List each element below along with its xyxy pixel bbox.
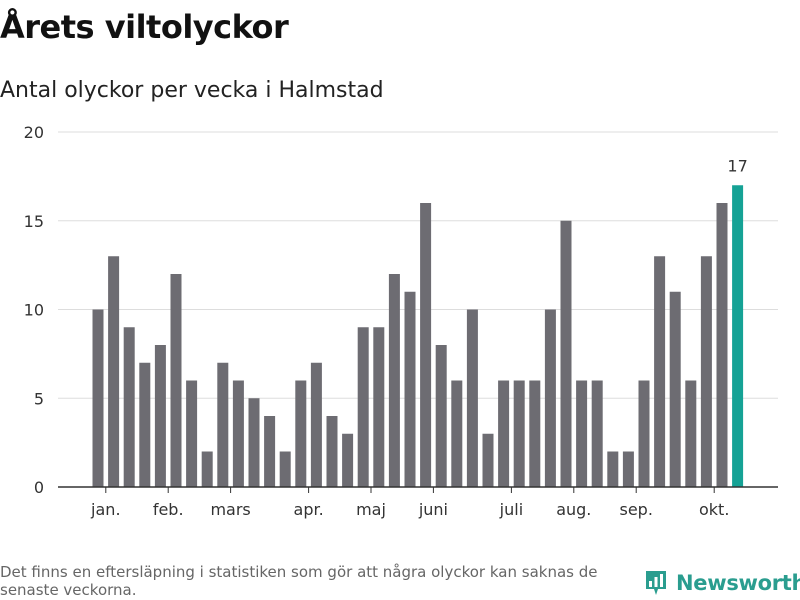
bar [700,256,712,487]
bar [139,362,151,487]
y-tick-label: 0 [34,478,44,497]
bar [154,345,166,487]
bar [123,327,135,487]
bar [388,274,400,487]
bar [186,380,198,487]
bar [685,380,697,487]
bar [607,451,619,487]
bar-chart-pin-icon [646,571,666,595]
bar [654,256,666,487]
y-tick-label: 5 [34,389,44,408]
bar [170,274,182,487]
bar [92,309,104,487]
y-tick-label: 15 [24,212,44,231]
brand-logo: Newsworthy [644,569,800,597]
bar [357,327,369,487]
bar [498,380,510,487]
bar [217,362,229,487]
x-tick-label: jan. [90,500,120,519]
bar [451,380,463,487]
bar-data-label: 17 [727,156,747,175]
bar [248,398,260,487]
bar [560,220,572,487]
x-tick-label: aug. [556,500,591,519]
bar [513,380,525,487]
bar [404,291,416,487]
x-tick-label: maj [356,500,386,519]
bar [310,362,322,487]
bar [482,433,494,487]
bar [576,380,588,487]
bar [201,451,213,487]
chart-title: Årets viltolyckor [0,8,289,46]
bar [544,309,556,487]
bar [466,309,478,487]
brand-name: Newsworthy [676,571,800,595]
bar [529,380,541,487]
bar [638,380,650,487]
bar [108,256,120,487]
bar [279,451,291,487]
bar [622,451,634,487]
x-tick-label: apr. [294,500,324,519]
bar [420,203,432,487]
bar [716,203,728,487]
x-tick-label: feb. [153,500,184,519]
bar [342,433,354,487]
bar-chart: 0 5 10 15 20 17 jan. feb. mars apr. maj juni juli aug… [24,123,778,519]
y-tick-label: 20 [24,123,44,142]
bar [264,416,276,487]
x-tick-label: juni [418,500,448,519]
bar [591,380,603,487]
x-tick-label: sep. [619,500,652,519]
footnote: Det finns en eftersläpning i statistiken… [0,563,598,599]
bar-highlight [732,185,744,487]
x-tick-label: juli [499,500,523,519]
chart-subtitle: Antal olyckor per vecka i Halmstad [0,78,384,103]
bar [669,291,681,487]
bar [295,380,307,487]
bar [373,327,385,487]
x-tick-label: mars [210,500,250,519]
bar [232,380,244,487]
x-tick-label: okt. [699,500,729,519]
bar [326,416,338,487]
bar [435,345,447,487]
y-tick-label: 10 [24,301,44,320]
